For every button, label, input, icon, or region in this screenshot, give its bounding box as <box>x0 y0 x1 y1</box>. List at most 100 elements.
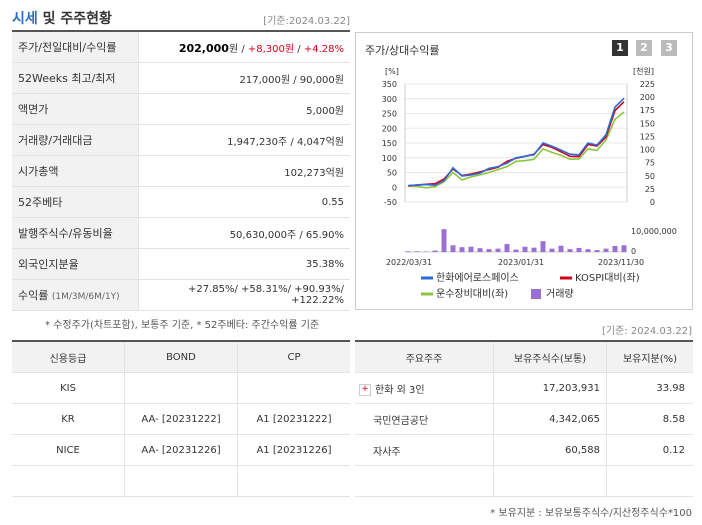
holder-name <box>355 465 494 497</box>
sep: / <box>294 43 304 55</box>
bond-cell: AA- [20231226] <box>124 434 238 466</box>
volume-bar <box>441 229 447 252</box>
page-1-button[interactable]: 1 <box>612 40 628 56</box>
y-tick-label: 250 <box>382 110 397 119</box>
table-row: + 한화 외 3인 17,203,931 33.98 <box>355 372 693 404</box>
y-right-tick-label: 50 <box>645 172 655 181</box>
bond-cell <box>124 372 238 404</box>
col-header: BOND <box>124 342 238 373</box>
volume-bar <box>486 249 492 252</box>
volume-bar <box>459 247 465 252</box>
y-right-tick-label: 175 <box>640 106 655 115</box>
table-row: 거래량/거래대금 1,947,230주 / 4,047억원 <box>12 124 350 156</box>
y-right-tick-label: 75 <box>645 159 655 168</box>
y-right-tick-label: 0 <box>650 198 655 207</box>
row-value: 5,000원 <box>138 93 350 125</box>
volume-bars <box>405 229 627 253</box>
holder-name[interactable]: 한화 외 3인 <box>375 384 425 396</box>
bond-cell: AA- [20231222] <box>124 403 238 435</box>
y-tick-label: 350 <box>382 80 397 89</box>
y-right-tick-label: 25 <box>645 185 655 194</box>
series-line <box>407 97 625 187</box>
legend: 한화에어로스페이스 KOSPI대비(좌) 운수장비대비(좌) 거래량 <box>421 272 640 300</box>
agency-cell: KR <box>12 403 125 435</box>
row-value: 1,947,230주 / 4,047억원 <box>138 124 350 156</box>
as-of-date: [기준:2024.03.22] <box>263 16 350 27</box>
y-right-tick-label: 125 <box>640 132 655 141</box>
section-title: 시세 및 주주현황 <box>12 8 352 30</box>
volume-bar <box>585 249 591 252</box>
volume-bar <box>504 244 510 252</box>
volume-bar <box>567 249 573 252</box>
price-value: 202,000원 / +8,300원 / +4.28% <box>138 32 350 63</box>
label-small: (1M/3M/6M/1Y) <box>51 292 120 302</box>
table-row: 수익률 (1M/3M/6M/1Y) +27.85%/ +58.31%/ +90.9… <box>12 279 350 311</box>
volume-bar <box>558 245 564 252</box>
y-right-tick-label: 200 <box>640 93 655 102</box>
volume-bar <box>531 247 537 252</box>
volume-bar <box>432 250 438 252</box>
holder-name: 자사주 <box>355 434 494 466</box>
as-of-date-2: [기준: 2024.03.22] <box>601 326 692 337</box>
holder-name-cell: + 한화 외 3인 <box>355 372 494 404</box>
y-tick-label: 150 <box>382 139 397 148</box>
volume-scale-label: 10,000,000 <box>631 227 677 236</box>
volume-bar <box>405 251 411 252</box>
volume-bar <box>477 248 483 252</box>
row-label: 시가총액 <box>12 155 139 187</box>
shareholders-table: 주요주주 보유주식수(보통) 보유지분(%) + 한화 외 3인 17,203,9… <box>355 342 693 497</box>
col-header: 주요주주 <box>355 342 494 373</box>
title-highlight: 시세 <box>12 11 38 27</box>
volume-bar <box>522 246 528 252</box>
volume-zero-label: 0 <box>631 247 636 256</box>
agency-cell <box>12 465 125 497</box>
table-row: 52Weeks 최고/최저 217,000원 / 90,000원 <box>12 62 350 94</box>
agency-cell: NICE <box>12 434 125 466</box>
row-label: 52주베타 <box>12 186 139 218</box>
x-axis: 2022/03/31 2023/01/31 2023/11/30 <box>386 258 644 267</box>
price-change: +8,300원 <box>247 43 295 55</box>
legend-label: KOSPI대비(좌) <box>575 272 640 284</box>
table-row: 자사주 60,588 0.12 <box>355 434 693 466</box>
volume-bar <box>549 248 555 252</box>
sep: / <box>238 43 248 55</box>
y-axis-right: 225 200 175 150 125 100 75 50 25 0 <box>640 80 655 207</box>
cp-cell <box>237 372 350 404</box>
legend-label: 거래량 <box>546 288 574 300</box>
x-tick-label: 2022/03/31 <box>386 258 432 267</box>
col-header: 보유주식수(보통) <box>493 342 607 373</box>
row-label: 거래량/거래대금 <box>12 124 139 156</box>
col-header: 보유지분(%) <box>606 342 693 373</box>
series-line <box>407 111 625 189</box>
divider <box>355 340 693 342</box>
chart-title: 주가/상대수익률 <box>365 44 440 57</box>
y-tick-label: -50 <box>384 198 397 207</box>
shares-cell: 4,342,065 <box>493 403 607 435</box>
chart-panel <box>355 32 693 310</box>
row-value: 217,000원 / 90,000원 <box>138 62 350 94</box>
volume-bar <box>603 248 609 252</box>
volume-bar <box>576 247 582 252</box>
row-label: 주가/전일대비/수익률 <box>12 32 139 63</box>
page-3-button[interactable]: 3 <box>661 40 677 56</box>
volume-bar <box>450 245 456 252</box>
table-header-row: 주요주주 보유주식수(보통) 보유지분(%) <box>355 342 693 373</box>
price: 202,000 <box>178 41 229 55</box>
page-2-button[interactable]: 2 <box>636 40 652 56</box>
shares-cell: 60,588 <box>493 434 607 466</box>
bond-cell <box>124 465 238 497</box>
row-label: 외국인지분율 <box>12 248 139 280</box>
footnote: * 보유지분 : 보유보통주식수/지산정주식수*100 <box>490 508 692 519</box>
expand-icon[interactable]: + <box>359 383 371 396</box>
price-rate: +4.28% <box>303 43 344 55</box>
price-unit: 원 <box>228 43 239 55</box>
legend-label: 한화에어로스페이스 <box>436 272 519 284</box>
legend-swatch <box>531 289 541 299</box>
footnote: * 수정주가(차트포함), 보통주 기준, * 52주베타: 주간수익률 기준 <box>45 320 320 331</box>
table-row: 외국인지분율 35.38% <box>12 248 350 280</box>
row-label: 발행주식수/유동비율 <box>12 217 139 249</box>
legend-label: 운수장비대비(좌) <box>436 288 508 300</box>
volume-bar <box>513 249 519 252</box>
holder-name: 국민연금공단 <box>355 403 494 435</box>
